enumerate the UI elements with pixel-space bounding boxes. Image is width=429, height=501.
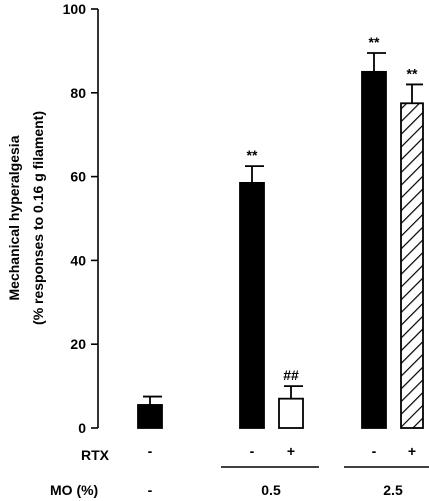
y-axis: 0 20 40 60 80 100 [63, 1, 99, 436]
significance-annotations: ** ## ** ** [247, 34, 418, 383]
row-label-mo: MO (%) [50, 482, 98, 498]
bar [361, 70, 387, 429]
condition-rows: RTX - - + - + MO (%) - 0.5 2.5 [50, 443, 429, 498]
y-tick-label: 20 [70, 336, 86, 352]
rtx-value: + [408, 443, 416, 459]
y-tick-label: 80 [70, 85, 86, 101]
bars [137, 52, 424, 429]
bar [278, 397, 304, 429]
bar [239, 181, 265, 429]
significance-label: ## [283, 367, 299, 383]
y-axis-title-line2: (% responses to 0.16 g filament) [30, 111, 46, 325]
bar [137, 404, 163, 429]
bar [400, 102, 424, 429]
rtx-value: - [372, 443, 377, 459]
y-tick-label: 100 [63, 1, 87, 17]
y-tick-label: 40 [70, 252, 86, 268]
y-tick-label: 60 [70, 169, 86, 185]
rtx-value: - [148, 443, 153, 459]
significance-label: ** [407, 65, 418, 81]
significance-label: ** [369, 34, 380, 50]
y-tick-label: 0 [78, 420, 86, 436]
mo-value: 2.5 [383, 482, 403, 498]
mo-value: - [148, 482, 153, 498]
rtx-value: + [287, 443, 295, 459]
y-axis-title-line1: Mechanical hyperalgesia [6, 135, 22, 300]
row-label-rtx: RTX [81, 447, 110, 463]
rtx-value: - [250, 443, 255, 459]
significance-label: ** [247, 147, 258, 163]
mo-value: 0.5 [261, 482, 281, 498]
